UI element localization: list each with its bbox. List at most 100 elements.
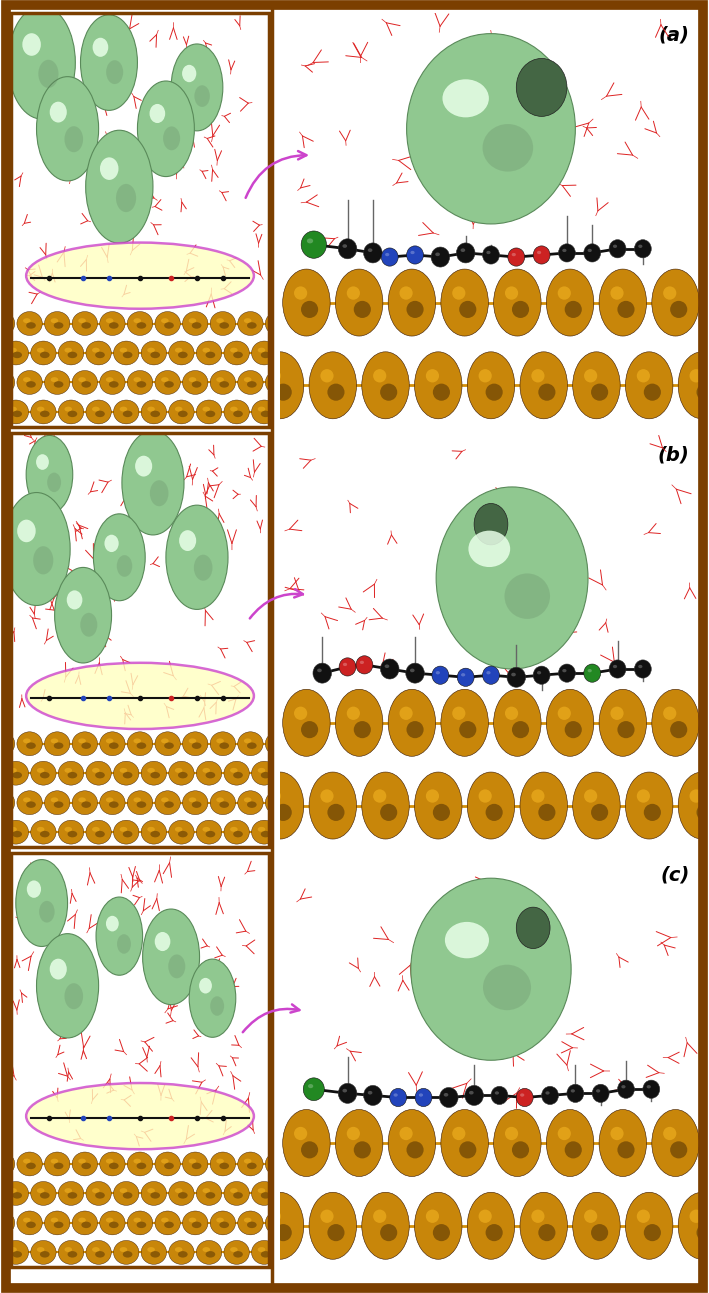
Ellipse shape xyxy=(362,352,409,419)
Ellipse shape xyxy=(461,674,465,676)
Ellipse shape xyxy=(72,791,98,815)
Ellipse shape xyxy=(93,37,108,57)
Ellipse shape xyxy=(294,286,307,300)
Ellipse shape xyxy=(36,454,49,469)
Ellipse shape xyxy=(233,1192,243,1199)
Ellipse shape xyxy=(252,762,277,785)
Ellipse shape xyxy=(106,61,123,84)
Ellipse shape xyxy=(338,239,357,259)
Ellipse shape xyxy=(342,244,347,248)
Ellipse shape xyxy=(37,768,45,773)
Ellipse shape xyxy=(415,772,462,839)
Ellipse shape xyxy=(705,269,709,336)
Ellipse shape xyxy=(599,269,647,336)
Ellipse shape xyxy=(268,369,281,383)
Ellipse shape xyxy=(274,322,284,328)
Ellipse shape xyxy=(113,341,139,365)
Ellipse shape xyxy=(17,732,43,755)
Ellipse shape xyxy=(17,1212,43,1235)
Ellipse shape xyxy=(37,406,45,411)
Ellipse shape xyxy=(39,901,55,923)
Ellipse shape xyxy=(584,244,601,262)
Ellipse shape xyxy=(362,1192,409,1259)
Ellipse shape xyxy=(567,1085,584,1103)
Ellipse shape xyxy=(143,909,199,1005)
Ellipse shape xyxy=(30,820,56,844)
Ellipse shape xyxy=(573,352,620,419)
Ellipse shape xyxy=(559,665,576,683)
Ellipse shape xyxy=(86,341,111,365)
Ellipse shape xyxy=(0,1159,3,1164)
Ellipse shape xyxy=(219,742,229,749)
Ellipse shape xyxy=(50,102,67,123)
Ellipse shape xyxy=(166,506,228,609)
Ellipse shape xyxy=(301,721,318,738)
Ellipse shape xyxy=(359,661,364,665)
Ellipse shape xyxy=(483,965,531,1010)
Ellipse shape xyxy=(216,1159,224,1164)
Ellipse shape xyxy=(512,253,516,256)
Ellipse shape xyxy=(137,1162,146,1169)
Ellipse shape xyxy=(520,1192,567,1259)
Ellipse shape xyxy=(137,1222,146,1228)
Ellipse shape xyxy=(65,348,72,353)
Ellipse shape xyxy=(610,1126,624,1140)
Ellipse shape xyxy=(0,378,3,381)
Bar xyxy=(280,261,702,427)
Ellipse shape xyxy=(652,1109,699,1177)
Ellipse shape xyxy=(474,503,508,544)
Ellipse shape xyxy=(257,1188,265,1193)
Ellipse shape xyxy=(609,659,626,678)
Ellipse shape xyxy=(294,706,307,720)
Ellipse shape xyxy=(199,978,212,993)
Ellipse shape xyxy=(67,1252,77,1258)
Ellipse shape xyxy=(520,772,567,839)
Ellipse shape xyxy=(652,269,699,336)
Ellipse shape xyxy=(23,1218,30,1222)
Ellipse shape xyxy=(50,738,58,743)
Ellipse shape xyxy=(380,804,397,821)
Ellipse shape xyxy=(537,251,541,255)
Ellipse shape xyxy=(670,301,687,318)
Ellipse shape xyxy=(559,244,576,262)
Bar xyxy=(280,681,702,847)
Ellipse shape xyxy=(679,772,709,839)
Ellipse shape xyxy=(238,732,263,755)
Ellipse shape xyxy=(178,352,188,358)
Ellipse shape xyxy=(95,1252,105,1258)
Ellipse shape xyxy=(238,1212,263,1235)
Ellipse shape xyxy=(248,301,265,318)
Ellipse shape xyxy=(95,772,105,778)
Ellipse shape xyxy=(613,244,617,248)
Ellipse shape xyxy=(164,1222,174,1228)
Ellipse shape xyxy=(618,1080,635,1098)
Ellipse shape xyxy=(95,1192,105,1199)
Ellipse shape xyxy=(230,406,238,411)
Ellipse shape xyxy=(564,301,582,318)
Ellipse shape xyxy=(354,721,371,738)
Ellipse shape xyxy=(491,1086,508,1104)
Ellipse shape xyxy=(459,721,476,738)
Ellipse shape xyxy=(137,381,146,388)
Ellipse shape xyxy=(194,555,213,581)
Ellipse shape xyxy=(644,384,661,401)
Ellipse shape xyxy=(12,1252,22,1258)
Ellipse shape xyxy=(441,269,489,336)
Ellipse shape xyxy=(45,371,70,394)
Ellipse shape xyxy=(596,1089,601,1093)
Ellipse shape xyxy=(230,1188,238,1193)
Ellipse shape xyxy=(272,798,279,802)
Ellipse shape xyxy=(182,65,196,83)
Ellipse shape xyxy=(294,1126,307,1140)
Ellipse shape xyxy=(203,406,210,411)
Ellipse shape xyxy=(406,1142,423,1159)
Ellipse shape xyxy=(3,1240,28,1265)
Ellipse shape xyxy=(621,1085,625,1089)
Ellipse shape xyxy=(67,831,77,838)
Ellipse shape xyxy=(309,352,357,419)
Ellipse shape xyxy=(238,1152,263,1175)
Ellipse shape xyxy=(479,369,492,383)
Ellipse shape xyxy=(78,1218,86,1222)
Ellipse shape xyxy=(182,1212,208,1235)
Ellipse shape xyxy=(381,248,398,266)
